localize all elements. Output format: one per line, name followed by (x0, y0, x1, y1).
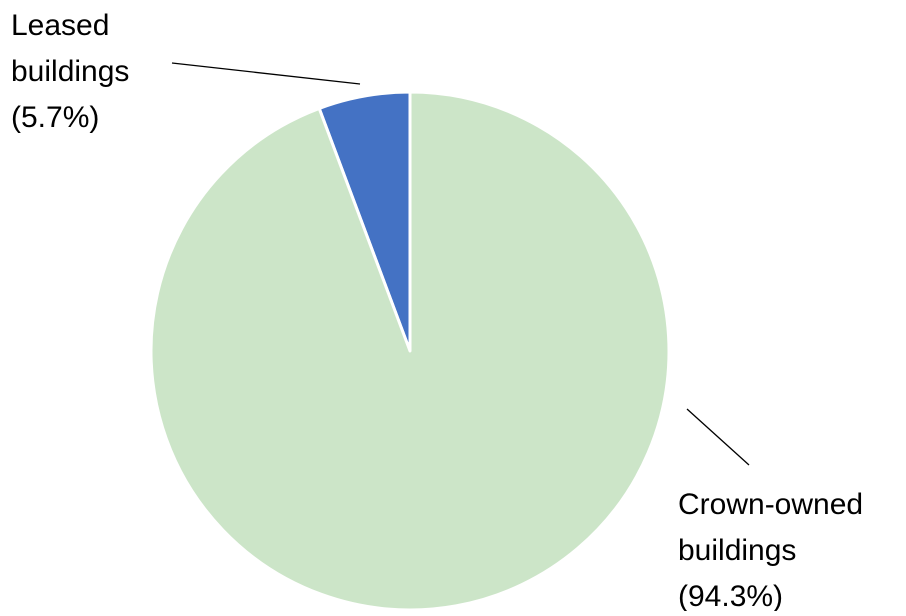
label-leased-buildings-line-1: Leased (11, 9, 109, 42)
label-crown-owned-buildings-line-1: Crown-owned (678, 488, 863, 521)
label-crown-owned-buildings: Crown-owned buildings (94.3%) (678, 488, 863, 611)
label-leased-buildings-line-3: (5.7%) (11, 101, 99, 134)
label-leased-buildings-line-2: buildings (11, 55, 129, 88)
label-crown-owned-buildings-line-2: buildings (678, 534, 796, 567)
leader-line-crown-owned (686, 408, 750, 466)
leader-lines (171, 62, 750, 466)
label-leased-buildings: Leased buildings (5.7%) (11, 9, 129, 134)
leader-line-leased (171, 62, 361, 85)
slice-labels: Leased buildings (5.7%) Crown-owned building… (11, 9, 863, 613)
label-crown-owned-buildings-line-3: (94.3%) (678, 580, 783, 611)
pie-slices (149, 90, 671, 612)
slice-crown-owned-buildings (149, 90, 671, 612)
